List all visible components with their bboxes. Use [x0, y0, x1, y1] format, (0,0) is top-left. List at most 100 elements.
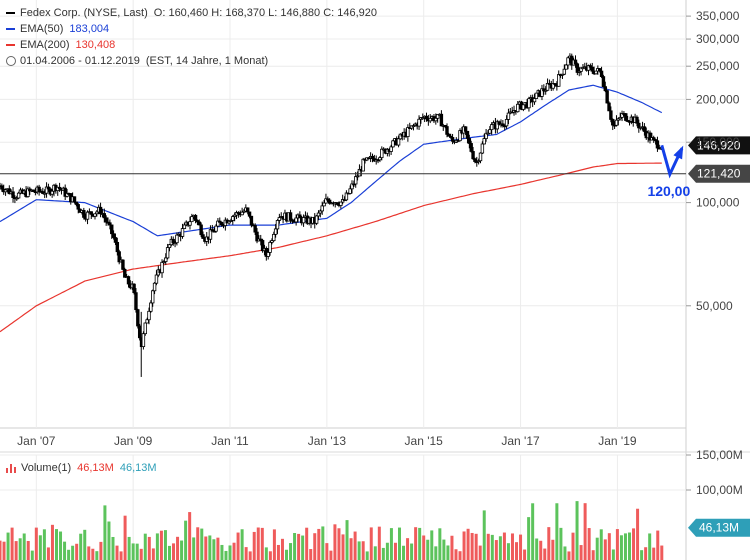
volume-bar [151, 548, 155, 560]
candle-body [229, 220, 233, 222]
volume-legend-value-2: 46,13M [119, 462, 157, 474]
volume-bar [264, 547, 268, 560]
candle-body [540, 88, 544, 97]
candle-body [76, 204, 80, 210]
candle-body [82, 209, 86, 218]
volume-bar [611, 549, 615, 560]
candle-body [214, 225, 218, 232]
candle-body [344, 192, 349, 201]
candle-body [272, 233, 276, 242]
volume-bar [220, 544, 224, 560]
candle-body [294, 217, 298, 223]
volume-bar [2, 541, 6, 560]
candle-body [273, 228, 278, 235]
volume-bar [369, 527, 373, 560]
volume-bar [115, 545, 119, 560]
volume-bar [397, 527, 401, 560]
candle-body [65, 193, 69, 197]
candle-body [350, 183, 354, 190]
candle-body [486, 132, 490, 135]
volume-bar [575, 501, 579, 560]
volume-bar [591, 550, 595, 560]
candle-body [607, 102, 611, 112]
volume-bar [143, 533, 147, 560]
candle-body [348, 188, 352, 194]
volume-bar [353, 531, 357, 560]
candle-body [463, 126, 468, 132]
candle-body [301, 217, 306, 224]
candle-body [173, 242, 177, 245]
candle-body [165, 247, 170, 259]
candle-body [655, 140, 660, 149]
volume-bar [285, 549, 289, 560]
legend-title: Fedex Corp. (NYSE, Last) [20, 7, 148, 19]
candle-body [137, 325, 142, 339]
volume-bar [434, 546, 438, 560]
candle-body [249, 215, 254, 226]
candle-body [126, 276, 131, 285]
volume-bar [268, 551, 272, 560]
volume-bar [91, 548, 95, 560]
volume-bar [135, 543, 139, 560]
candle-body [450, 137, 455, 142]
candle-body [473, 158, 477, 162]
ema50-swatch-icon [6, 28, 15, 30]
candle-body [447, 133, 451, 137]
volume-bar [385, 542, 389, 560]
candle-body [603, 86, 607, 92]
candle-body [478, 152, 483, 162]
volume-bar [301, 535, 305, 560]
candle-body [171, 238, 175, 244]
candle-body [324, 198, 328, 204]
candle-body [208, 229, 213, 240]
candle-body [590, 66, 594, 72]
candle-body [7, 188, 12, 195]
volume-bar [30, 550, 34, 560]
x-tick-label: Jan '13 [308, 434, 347, 448]
volume-bar [139, 548, 143, 560]
candle-body [231, 216, 235, 221]
volume-bar [333, 524, 337, 560]
volume-bar [373, 546, 377, 560]
volume-legend-label: Volume(1) [21, 462, 72, 474]
volume-bar [498, 536, 502, 560]
candle-body [57, 186, 62, 190]
volume-bar [293, 533, 297, 560]
candle-body [216, 220, 220, 227]
volume-bar [42, 529, 46, 560]
candle-body [443, 125, 447, 127]
volume-bar [381, 547, 385, 560]
volume-bar [147, 536, 151, 560]
x-tick-label: Jan '19 [598, 434, 637, 448]
candle-body [471, 151, 475, 160]
candle-body [162, 261, 166, 263]
candle-body [542, 88, 546, 92]
volume-bar [583, 503, 587, 560]
volume-bar [474, 533, 478, 560]
candle-body [488, 129, 492, 134]
candle-body [469, 143, 473, 152]
candle-body [72, 196, 77, 203]
candle-body [521, 104, 526, 110]
candle-body [89, 211, 93, 215]
candle-body [195, 220, 200, 223]
volume-bar [305, 527, 309, 560]
candle-body [132, 283, 136, 294]
volume-bar [389, 528, 393, 560]
volume-bar [228, 545, 232, 560]
candle-body [167, 244, 172, 248]
legend-ema200-value: 130,408 [75, 39, 116, 51]
candle-body [435, 114, 440, 119]
volume-bar [337, 528, 341, 560]
volume-bar [317, 528, 321, 560]
volume-bar [406, 538, 410, 560]
candle-body [605, 90, 609, 104]
candle-body [16, 192, 21, 199]
volume-bar [297, 533, 301, 560]
candle-body [557, 74, 561, 87]
candle-body [210, 229, 215, 232]
volume-bar [470, 532, 474, 560]
candle-body [361, 158, 365, 172]
volume-bar [321, 526, 325, 560]
ema200-swatch-icon [6, 44, 15, 46]
